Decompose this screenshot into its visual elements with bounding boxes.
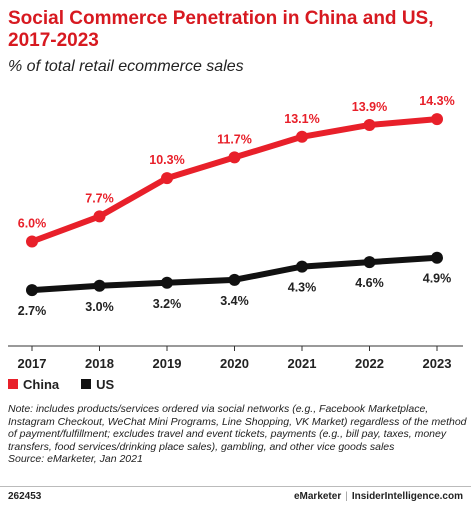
legend-label-china: China [23,376,60,392]
data-point-us [296,260,308,273]
x-tick-label: 2022 [355,356,384,371]
legend-item-china: China [8,377,59,392]
data-label-china: 13.9% [352,100,387,114]
data-label-us: 4.9% [423,272,452,286]
brand-insider-intelligence: InsiderIntelligence.com [351,491,463,502]
line-chart: 2017 2018 2019 2020 2021 2022 2023 6.0% 7.7% 10.3… [8,94,463,371]
data-point-us [93,279,106,292]
data-point-us [228,273,241,286]
data-point-china [296,130,308,143]
data-point-us [431,251,443,264]
x-tick-label: 2020 [220,356,249,371]
data-label-china: 14.3% [419,94,454,108]
chart-subtitle: % of total retail ecommerce sales [8,58,244,75]
data-label-us: 3.4% [220,294,249,308]
data-point-china [363,118,376,131]
x-tick-label: 2019 [153,356,182,371]
legend: China US [8,375,136,393]
footer-divider [0,486,471,487]
data-point-china [431,113,443,126]
data-label-us: 3.0% [85,300,114,314]
data-point-china [161,172,173,185]
data-label-china: 10.3% [149,153,184,167]
legend-item-us: US [81,377,114,392]
legend-swatch-us [81,379,92,389]
data-label-us: 4.3% [288,281,317,295]
data-point-china [228,151,241,164]
x-tick-label: 2023 [423,356,452,371]
note-text: Note: includes products/services ordered… [8,403,467,453]
legend-swatch-china [8,379,18,389]
data-label-us: 2.7% [18,304,47,318]
data-point-us [161,276,173,289]
data-label-china: 7.7% [85,191,114,205]
chart-id: 262453 [8,491,42,502]
data-label-china: 13.1% [284,112,319,126]
data-label-china: 6.0% [18,217,47,231]
chart-title: Social Commerce Penetration in China and… [8,8,434,51]
data-point-us [363,256,376,269]
data-label-us: 4.6% [355,276,384,290]
brand-emarketer: eMarketer [293,491,342,502]
data-label-us: 3.2% [153,297,182,311]
chart-note: Note: includes products/services ordered… [8,403,468,466]
data-label-china: 11.7% [217,132,252,146]
data-point-us [26,284,38,297]
legend-label-us: US [96,376,115,392]
source-text: Source: eMarketer, Jan 2021 [8,453,143,465]
brand-separator: | [345,491,348,502]
data-point-china [93,210,106,223]
x-tick-label: 2017 [18,356,47,371]
x-tick-label: 2021 [288,356,317,371]
data-point-china [26,235,38,248]
x-tick-label: 2018 [85,356,114,371]
footer-brand: eMarketer | InsiderIntelligence.com [294,491,463,502]
